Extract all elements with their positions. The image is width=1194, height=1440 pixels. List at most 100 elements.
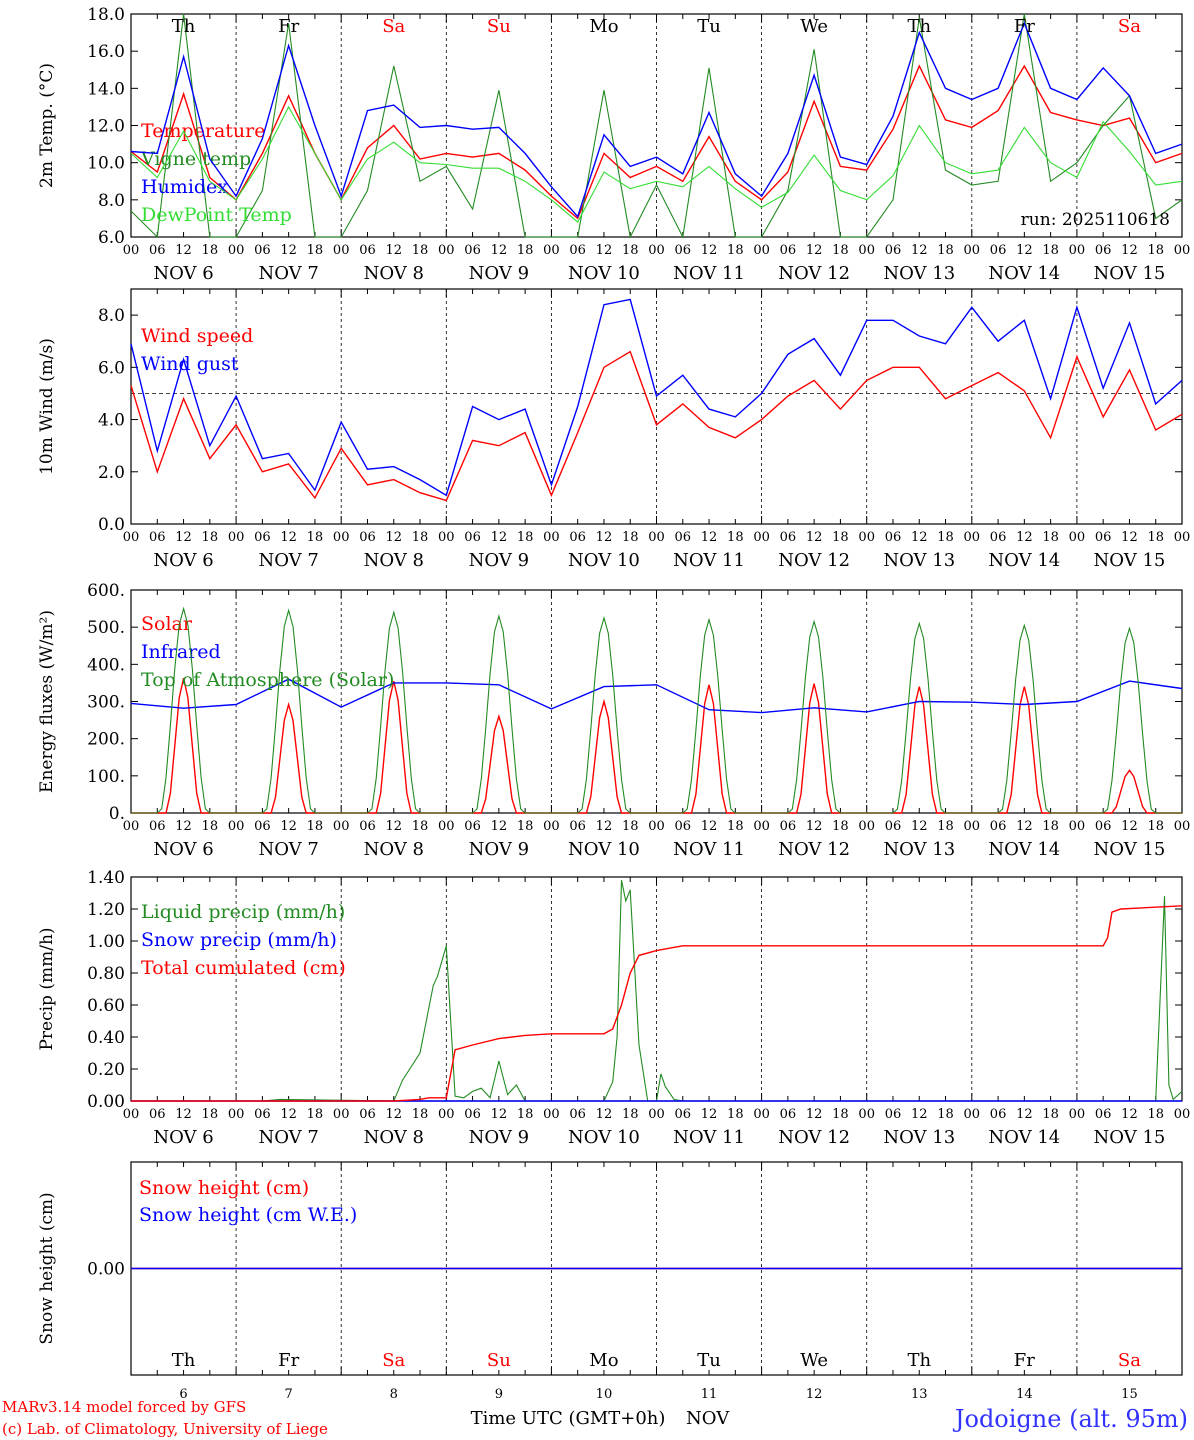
legend-entry: Wind speed — [141, 325, 253, 347]
legend-entry: Solar — [141, 613, 193, 635]
date-label: NOV 6 — [153, 550, 213, 571]
date-label: NOV 7 — [258, 550, 318, 571]
x-hour-label: 00 — [438, 530, 455, 545]
date-label: NOV 14 — [988, 550, 1060, 571]
date-label: NOV 13 — [883, 839, 955, 860]
x-hour-label: 12 — [806, 819, 823, 834]
model-credit: MARv3.14 model forced by GFS — [2, 1398, 246, 1416]
x-hour-label: 00 — [333, 819, 350, 834]
day-number-label: 9 — [495, 1387, 503, 1402]
x-hour-label: 06 — [464, 530, 481, 545]
y-axis-title: 10m Wind (m/s) — [37, 338, 57, 475]
x-hour-label: 06 — [1095, 819, 1112, 834]
legend-entry: Snow height (cm W.E.) — [139, 1204, 357, 1226]
x-hour-label: 18 — [622, 530, 639, 545]
y-tick-label: 2.0 — [98, 463, 125, 483]
x-hour-label: 18 — [307, 819, 324, 834]
x-hour-label: 12 — [1016, 530, 1033, 545]
x-hour-label: 06 — [990, 1107, 1007, 1122]
y-tick-label: 12.0 — [87, 117, 125, 137]
y-tick-label: 100. — [87, 767, 125, 787]
weekday-label: We — [800, 1350, 828, 1371]
x-hour-label: 12 — [701, 243, 718, 258]
y-tick-label: 0.80 — [87, 964, 125, 984]
x-hour-label: 00 — [543, 530, 560, 545]
date-label: NOV 13 — [883, 263, 955, 284]
x-hour-label: 00 — [123, 819, 140, 834]
y-tick-label: 8.0 — [98, 306, 125, 326]
y-tick-label: 4.0 — [98, 411, 125, 431]
x-hour-label: 06 — [569, 1107, 586, 1122]
x-hour-label: 00 — [964, 243, 981, 258]
series-line-top-of-atmosphere-solar- — [131, 606, 1182, 814]
date-label: NOV 11 — [673, 263, 745, 284]
x-hour-label: 06 — [1095, 530, 1112, 545]
x-hour-label: 18 — [307, 530, 324, 545]
legend-entry: Snow precip (mm/h) — [141, 929, 337, 951]
x-hour-label: 12 — [385, 530, 402, 545]
date-label: NOV 11 — [673, 550, 745, 571]
weekday-label: Sa — [382, 16, 405, 37]
date-label: NOV 8 — [364, 550, 424, 571]
x-hour-label: 06 — [254, 530, 271, 545]
x-hour-label: 18 — [937, 819, 954, 834]
x-hour-label: 18 — [1147, 1107, 1164, 1122]
x-hour-label: 12 — [911, 243, 928, 258]
x-hour-label: 06 — [464, 1107, 481, 1122]
y-tick-label: 600. — [87, 581, 125, 601]
date-label: NOV 13 — [883, 1127, 955, 1148]
weekday-label: Mo — [589, 16, 618, 37]
x-hour-label: 00 — [543, 819, 560, 834]
x-hour-label: 00 — [1069, 243, 1086, 258]
x-hour-label: 12 — [175, 1107, 192, 1122]
x-hour-label: 18 — [307, 243, 324, 258]
x-hour-label: 18 — [517, 819, 534, 834]
series-line-dewpoint-temp — [130, 105, 1183, 223]
legend-entry: Vigne temp — [140, 148, 251, 170]
x-hour-label: 06 — [780, 243, 797, 258]
day-number-label: 15 — [1121, 1387, 1138, 1402]
x-hour-label: 00 — [123, 530, 140, 545]
date-label: NOV 10 — [568, 1127, 640, 1148]
precipitation-panel: 0.00 0.20 0.40 0.60 0.80 1.00 1.20 1.40 Precip (… — [37, 868, 1190, 1148]
series-line-wind-gust — [130, 298, 1183, 497]
x-hour-label: 12 — [911, 530, 928, 545]
date-label: NOV 9 — [469, 1127, 529, 1148]
x-hour-label: 06 — [885, 530, 902, 545]
x-hour-label: 18 — [832, 1107, 849, 1122]
date-label: NOV 12 — [778, 1127, 850, 1148]
x-hour-label: 18 — [307, 1107, 324, 1122]
date-label: NOV 13 — [883, 550, 955, 571]
y-tick-label: 500. — [87, 618, 125, 638]
day-number-label: 10 — [596, 1387, 613, 1402]
x-hour-label: 12 — [491, 243, 508, 258]
weekday-label: Sa — [382, 1350, 405, 1371]
date-label: NOV 12 — [778, 839, 850, 860]
snow-height-panel: 0.00 Snow height (cm) Snow height (cm) Snow… — [37, 1161, 1183, 1402]
x-hour-label: 00 — [753, 819, 770, 834]
x-hour-label: 06 — [359, 243, 376, 258]
x-hour-label: 18 — [937, 530, 954, 545]
y-tick-label: 18.0 — [87, 5, 125, 25]
y-tick-label: 6.0 — [98, 228, 125, 248]
day-number-label: 7 — [285, 1387, 293, 1402]
weekday-label: Th — [172, 16, 196, 37]
x-hour-label: 18 — [832, 243, 849, 258]
x-hour-label: 00 — [333, 243, 350, 258]
x-hour-label: 00 — [438, 1107, 455, 1122]
x-hour-label: 06 — [780, 1107, 797, 1122]
legend-entry: Humidex — [141, 176, 228, 198]
x-hour-label: 12 — [1121, 530, 1138, 545]
date-label: NOV 6 — [153, 263, 213, 284]
x-hour-label: 06 — [780, 530, 797, 545]
x-hour-label: 18 — [622, 819, 639, 834]
y-tick-label: 0.0 — [98, 515, 125, 535]
x-hour-label: 00 — [753, 1107, 770, 1122]
x-hour-label: 12 — [385, 243, 402, 258]
weekday-label: We — [800, 16, 828, 37]
weekday-label: Fr — [278, 1350, 299, 1371]
x-hour-label: 12 — [701, 819, 718, 834]
date-label: NOV 11 — [673, 1127, 745, 1148]
x-hour-label: 12 — [806, 243, 823, 258]
date-label: NOV 14 — [988, 839, 1060, 860]
